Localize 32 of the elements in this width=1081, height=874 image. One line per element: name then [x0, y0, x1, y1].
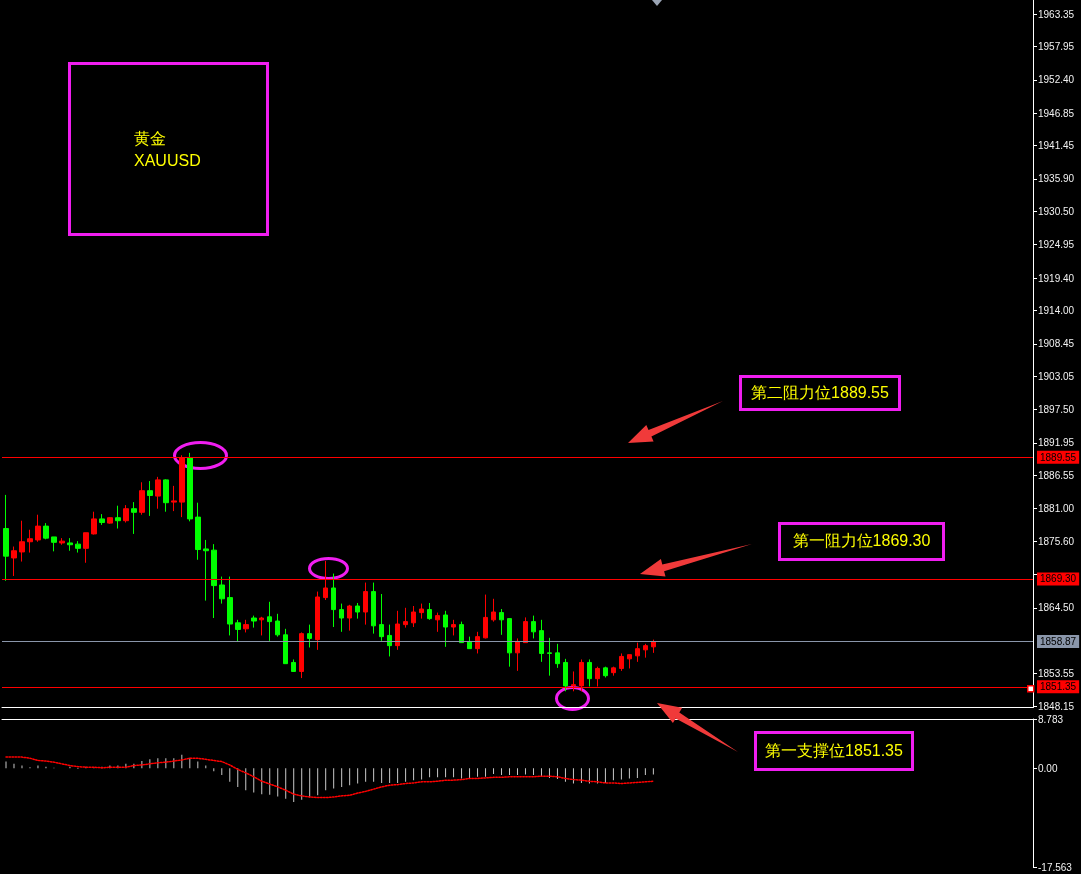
ref-line-label: 1889.55 — [1040, 451, 1077, 463]
annotation: 第一支撑位1851.35 — [765, 740, 903, 761]
y-tick-label: 1952.40 — [1038, 74, 1075, 86]
y-tick-label: 1935.90 — [1038, 173, 1075, 185]
annotation: 第一阻力位1869.30 — [792, 531, 931, 551]
y-tick-label: 1957.95 — [1038, 41, 1075, 53]
y-tick-label: 1941.45 — [1038, 140, 1075, 152]
y-tick-label: 1875.60 — [1038, 535, 1075, 547]
y-tick-label: 1864.50 — [1038, 602, 1075, 614]
y-tick-label: 1903.05 — [1038, 370, 1075, 382]
y-tick-label: 8.783 — [1038, 713, 1064, 725]
y-tick-label: 1897.50 — [1038, 404, 1075, 416]
y-tick-label: 1963.35 — [1038, 8, 1075, 20]
ref-line-label: 1869.30 — [1040, 573, 1077, 585]
y-tick-label: 1853.55 — [1038, 668, 1075, 680]
y-tick-label: 1891.95 — [1038, 437, 1075, 449]
y-tick-label: 1924.95 — [1038, 239, 1075, 251]
y-tick-label: 1930.50 — [1038, 205, 1075, 217]
y-tick-label: 1919.40 — [1038, 272, 1075, 284]
y-tick-label: 1848.15 — [1038, 700, 1075, 712]
ref-line-label: 1851.35 — [1040, 681, 1077, 693]
y-tick-label: 1908.45 — [1038, 338, 1075, 350]
text: 黄金 — [134, 130, 166, 147]
y-tick-label: 1886.55 — [1038, 469, 1075, 481]
y-tick-label: 1946.85 — [1038, 107, 1075, 119]
y-tick-label: 1914.00 — [1038, 305, 1075, 317]
y-tick-label: -17.563 — [1038, 861, 1073, 873]
y-tick-label: 0.00 — [1038, 762, 1058, 774]
text: XAUUSD — [134, 152, 201, 169]
ref-line-label: 1858.87 — [1040, 636, 1077, 648]
annotation: 第二阻力位1889.55 — [751, 382, 889, 403]
y-tick-label: 1881.00 — [1038, 503, 1075, 515]
